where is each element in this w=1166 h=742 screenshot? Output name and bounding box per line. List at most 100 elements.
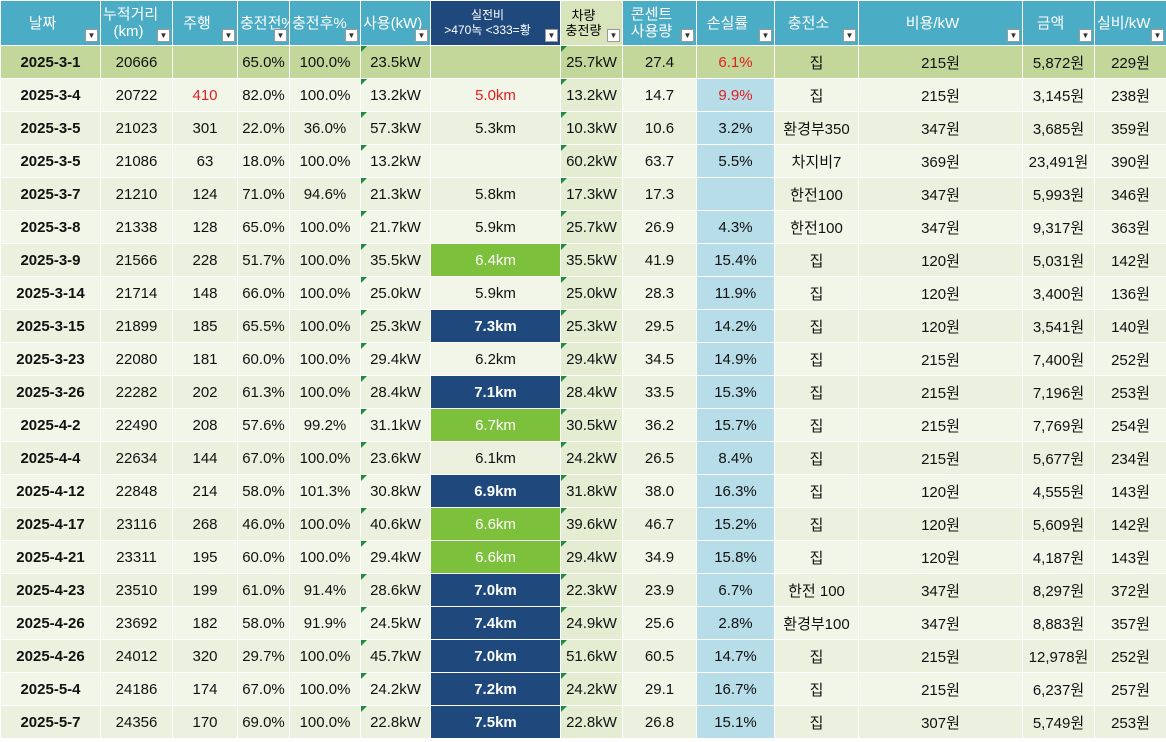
cell-outlet[interactable]: 26.8 — [622, 705, 697, 739]
cell-efficiency[interactable]: 6.7km — [430, 408, 561, 442]
cell-date[interactable]: 2025-3-4 — [0, 78, 101, 112]
cell-vehicle-charge[interactable]: 39.6kW — [560, 507, 623, 541]
cell-loss-rate[interactable]: 11.9% — [696, 276, 775, 310]
cell-loss-rate[interactable]: 14.7% — [696, 639, 775, 673]
cell-efficiency[interactable]: 6.6km — [430, 540, 561, 574]
cell-rate[interactable]: 347원 — [858, 177, 1023, 211]
cell-driven[interactable]: 144 — [172, 441, 238, 475]
cell-driven[interactable]: 208 — [172, 408, 238, 442]
cell-station[interactable]: 집 — [774, 705, 859, 739]
cell-date[interactable]: 2025-5-7 — [0, 705, 101, 739]
cell-loss-rate[interactable]: 16.3% — [696, 474, 775, 508]
cell-amount[interactable]: 4,187원 — [1022, 540, 1095, 574]
cell-charge-after[interactable]: 100.0% — [289, 342, 361, 376]
cell-outlet[interactable]: 28.3 — [622, 276, 697, 310]
cell-date[interactable]: 2025-4-12 — [0, 474, 101, 508]
cell-station[interactable]: 환경부100 — [774, 606, 859, 640]
cell-efficiency[interactable]: 7.1km — [430, 375, 561, 409]
cell-real-cost[interactable]: 372원 — [1094, 573, 1166, 607]
cell-efficiency[interactable] — [430, 144, 561, 178]
cell-charge-after[interactable]: 100.0% — [289, 441, 361, 475]
cell-date[interactable]: 2025-3-15 — [0, 309, 101, 343]
cell-charge-before[interactable]: 60.0% — [237, 540, 290, 574]
col-header-vehicle-charge[interactable]: 차량 충전량 ▼ — [560, 0, 623, 46]
cell-loss-rate[interactable]: 6.1% — [696, 45, 775, 79]
cell-outlet[interactable]: 46.7 — [622, 507, 697, 541]
cell-vehicle-charge[interactable]: 29.4kW — [560, 540, 623, 574]
cell-outlet[interactable]: 38.0 — [622, 474, 697, 508]
cell-amount[interactable]: 4,555원 — [1022, 474, 1095, 508]
cell-real-cost[interactable]: 143원 — [1094, 474, 1166, 508]
chevron-down-icon[interactable]: ▼ — [415, 29, 428, 42]
cell-odometer[interactable]: 23692 — [100, 606, 173, 640]
cell-efficiency[interactable]: 7.2km — [430, 672, 561, 706]
cell-used[interactable]: 25.0kW — [360, 276, 431, 310]
cell-rate[interactable]: 215원 — [858, 375, 1023, 409]
cell-amount[interactable]: 5,993원 — [1022, 177, 1095, 211]
cell-date[interactable]: 2025-3-5 — [0, 144, 101, 178]
cell-loss-rate[interactable]: 3.2% — [696, 111, 775, 145]
cell-efficiency[interactable]: 5.8km — [430, 177, 561, 211]
cell-charge-before[interactable]: 51.7% — [237, 243, 290, 277]
cell-amount[interactable]: 5,749원 — [1022, 705, 1095, 739]
cell-date[interactable]: 2025-3-26 — [0, 375, 101, 409]
cell-driven[interactable]: 174 — [172, 672, 238, 706]
col-header-driven[interactable]: 주행 ▼ — [172, 0, 238, 46]
cell-loss-rate[interactable]: 5.5% — [696, 144, 775, 178]
cell-charge-before[interactable]: 61.3% — [237, 375, 290, 409]
cell-loss-rate[interactable]: 15.1% — [696, 705, 775, 739]
cell-charge-after[interactable]: 91.9% — [289, 606, 361, 640]
cell-rate[interactable]: 215원 — [858, 441, 1023, 475]
cell-odometer[interactable]: 22282 — [100, 375, 173, 409]
cell-real-cost[interactable]: 142원 — [1094, 507, 1166, 541]
chevron-down-icon[interactable]: ▼ — [681, 29, 694, 42]
cell-outlet[interactable]: 26.9 — [622, 210, 697, 244]
cell-driven[interactable]: 182 — [172, 606, 238, 640]
cell-loss-rate[interactable]: 15.7% — [696, 408, 775, 442]
cell-rate[interactable]: 215원 — [858, 78, 1023, 112]
cell-outlet[interactable]: 60.5 — [622, 639, 697, 673]
cell-used[interactable]: 23.6kW — [360, 441, 431, 475]
cell-date[interactable]: 2025-3-5 — [0, 111, 101, 145]
cell-loss-rate[interactable]: 6.7% — [696, 573, 775, 607]
cell-efficiency[interactable]: 6.6km — [430, 507, 561, 541]
cell-real-cost[interactable]: 136원 — [1094, 276, 1166, 310]
cell-vehicle-charge[interactable]: 25.0kW — [560, 276, 623, 310]
cell-date[interactable]: 2025-3-14 — [0, 276, 101, 310]
cell-rate[interactable]: 120원 — [858, 507, 1023, 541]
cell-odometer[interactable]: 22080 — [100, 342, 173, 376]
cell-charge-after[interactable]: 36.0% — [289, 111, 361, 145]
cell-vehicle-charge[interactable]: 25.7kW — [560, 45, 623, 79]
cell-driven[interactable]: 228 — [172, 243, 238, 277]
cell-rate[interactable]: 120원 — [858, 474, 1023, 508]
chevron-down-icon[interactable]: ▼ — [1151, 29, 1164, 42]
cell-real-cost[interactable]: 252원 — [1094, 639, 1166, 673]
cell-efficiency[interactable]: 5.3km — [430, 111, 561, 145]
cell-real-cost[interactable]: 238원 — [1094, 78, 1166, 112]
cell-date[interactable]: 2025-4-26 — [0, 606, 101, 640]
cell-charge-after[interactable]: 100.0% — [289, 507, 361, 541]
cell-charge-before[interactable]: 66.0% — [237, 276, 290, 310]
cell-rate[interactable]: 347원 — [858, 111, 1023, 145]
cell-odometer[interactable]: 21714 — [100, 276, 173, 310]
cell-efficiency[interactable] — [430, 45, 561, 79]
cell-real-cost[interactable]: 253원 — [1094, 375, 1166, 409]
cell-rate[interactable]: 215원 — [858, 639, 1023, 673]
cell-odometer[interactable]: 22848 — [100, 474, 173, 508]
chevron-down-icon[interactable]: ▼ — [1079, 29, 1092, 42]
cell-driven[interactable]: 124 — [172, 177, 238, 211]
cell-loss-rate[interactable]: 15.4% — [696, 243, 775, 277]
cell-vehicle-charge[interactable]: 24.2kW — [560, 672, 623, 706]
cell-date[interactable]: 2025-3-9 — [0, 243, 101, 277]
cell-charge-after[interactable]: 91.4% — [289, 573, 361, 607]
chevron-down-icon[interactable]: ▼ — [85, 29, 98, 42]
cell-amount[interactable]: 8,297원 — [1022, 573, 1095, 607]
chevron-down-icon[interactable]: ▼ — [222, 29, 235, 42]
cell-outlet[interactable]: 26.5 — [622, 441, 697, 475]
cell-amount[interactable]: 3,400원 — [1022, 276, 1095, 310]
cell-outlet[interactable]: 10.6 — [622, 111, 697, 145]
cell-station[interactable]: 집 — [774, 441, 859, 475]
cell-charge-before[interactable]: 46.0% — [237, 507, 290, 541]
cell-charge-after[interactable]: 100.0% — [289, 276, 361, 310]
cell-efficiency[interactable]: 6.1km — [430, 441, 561, 475]
